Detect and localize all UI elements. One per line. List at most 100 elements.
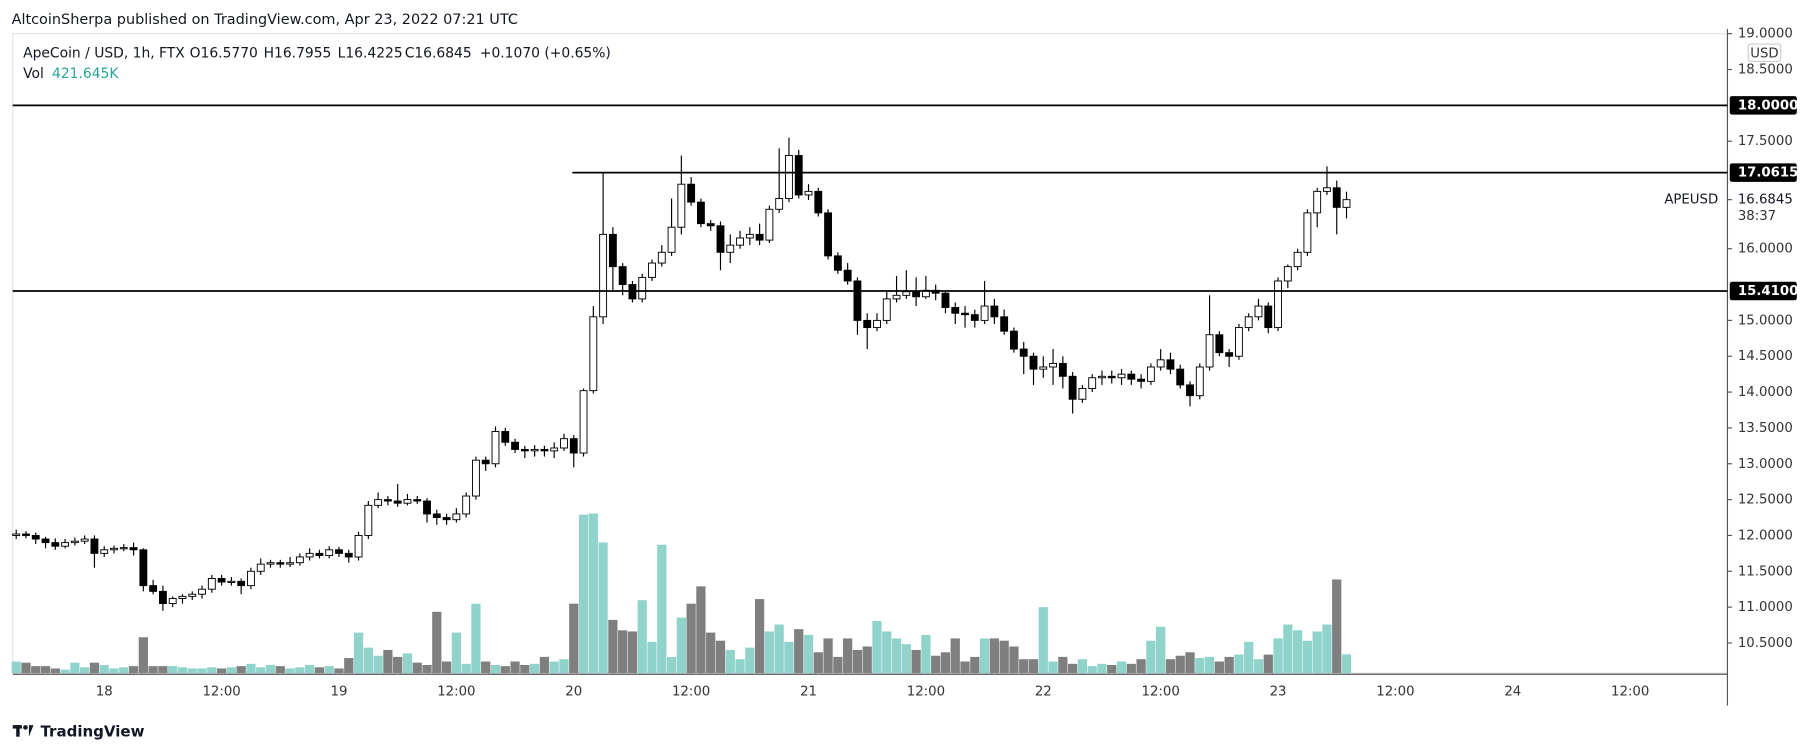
candle-body: [472, 459, 480, 497]
candle-body: [1195, 366, 1204, 397]
volume-bar: [549, 661, 559, 674]
candle-body: [110, 547, 118, 551]
candle-body: [1146, 366, 1155, 382]
candle-body: [139, 549, 148, 587]
y-tick-label: 14.5000: [1738, 349, 1793, 364]
candle-body: [1029, 355, 1038, 370]
volume-bar: [1028, 659, 1039, 674]
candle-body: [1225, 352, 1234, 357]
ohlc-open: O16.5770: [190, 45, 258, 61]
volume-bar: [559, 659, 569, 674]
candle-body: [1010, 330, 1018, 350]
brand-logo: [12, 725, 34, 737]
volume-bar: [432, 611, 442, 674]
volume-bar: [490, 664, 501, 674]
last-price-label: 16.6845: [1738, 193, 1793, 208]
candle-body: [100, 549, 109, 554]
ohlc-high: H16.7955: [264, 45, 332, 61]
volume-bar: [236, 666, 246, 674]
volume-bar: [168, 666, 178, 674]
volume-bar: [989, 638, 999, 674]
candle-body: [491, 431, 500, 465]
candle-body: [677, 183, 686, 228]
candle-body: [980, 305, 989, 321]
candle-body: [1039, 366, 1048, 370]
volume-bar: [216, 668, 227, 674]
volume-bar: [1165, 659, 1176, 674]
candle-body: [1293, 251, 1302, 268]
volume-bar: [520, 664, 530, 674]
volume-bar: [813, 652, 823, 674]
candle-body: [1254, 305, 1263, 318]
candle-body: [785, 155, 793, 200]
candle-body: [237, 580, 246, 587]
volume-bar: [1204, 656, 1215, 674]
candle-body: [1078, 388, 1087, 400]
candle-body: [560, 438, 568, 449]
candle-body: [755, 233, 764, 241]
candle-body: [168, 598, 177, 605]
candle-body: [941, 292, 950, 308]
volume-bar: [128, 666, 139, 674]
volume-bar: [1224, 656, 1234, 674]
volume-bar: [999, 640, 1009, 674]
volume-bar: [1146, 640, 1156, 674]
y-tick-label: 13.0000: [1738, 457, 1793, 472]
x-tick-label: 19: [331, 685, 348, 700]
volume-bar: [1019, 659, 1029, 674]
volume-bar: [960, 661, 970, 674]
x-tick-label: 24: [1504, 685, 1521, 700]
volume-bar: [735, 659, 745, 674]
candle-body: [745, 233, 754, 239]
volume-bar: [931, 655, 941, 674]
level-label: 17.0615: [1738, 166, 1799, 181]
candle-body: [22, 533, 30, 536]
volume-bar: [148, 666, 158, 674]
candles: [12, 137, 1351, 611]
volume-bar: [393, 656, 403, 674]
candle-body: [393, 500, 402, 504]
candle-body: [765, 208, 774, 241]
candle-body: [1098, 375, 1106, 379]
volume-bar: [1058, 656, 1068, 674]
candle-body: [31, 534, 40, 540]
volume-bar: [1156, 626, 1166, 674]
currency: USD: [1750, 46, 1778, 61]
volume-bar: [588, 513, 598, 674]
logo-part: [23, 725, 28, 730]
candle-body: [530, 448, 539, 452]
x-tick-label: 18: [96, 685, 113, 700]
candle-body: [1088, 377, 1097, 389]
candle-body: [706, 223, 715, 227]
volume-bar: [950, 638, 960, 674]
volume-bar: [1077, 659, 1088, 674]
volume-bar: [901, 644, 911, 674]
candle-body: [1323, 187, 1331, 192]
volume-bar: [715, 640, 726, 674]
volume-bar: [31, 666, 41, 674]
candle-body: [687, 183, 696, 203]
candle-body: [873, 319, 881, 329]
volume-bar: [383, 649, 393, 674]
volume-bar: [608, 619, 618, 674]
volume-bar: [891, 638, 902, 674]
candle-body: [432, 513, 441, 518]
candle-body: [1107, 375, 1116, 379]
volume-bar: [539, 656, 550, 674]
volume-bar: [637, 600, 647, 674]
candle-body: [1205, 334, 1214, 368]
volume-bar: [852, 649, 863, 674]
x-tick-label: 12:00: [907, 685, 945, 700]
candle-body: [863, 319, 872, 329]
volume-bar: [324, 666, 334, 674]
volume-bar: [882, 631, 892, 674]
level-label-box: [1729, 96, 1797, 115]
symbol-tag: APEUSD: [1664, 193, 1718, 208]
volume-bar: [696, 586, 706, 674]
volume-bar: [578, 514, 589, 674]
volume-bar: [363, 647, 373, 674]
level-label-box: [1729, 163, 1797, 182]
level-label-box: [1729, 281, 1797, 301]
candle-body: [256, 563, 265, 572]
volume-bar: [618, 630, 628, 674]
